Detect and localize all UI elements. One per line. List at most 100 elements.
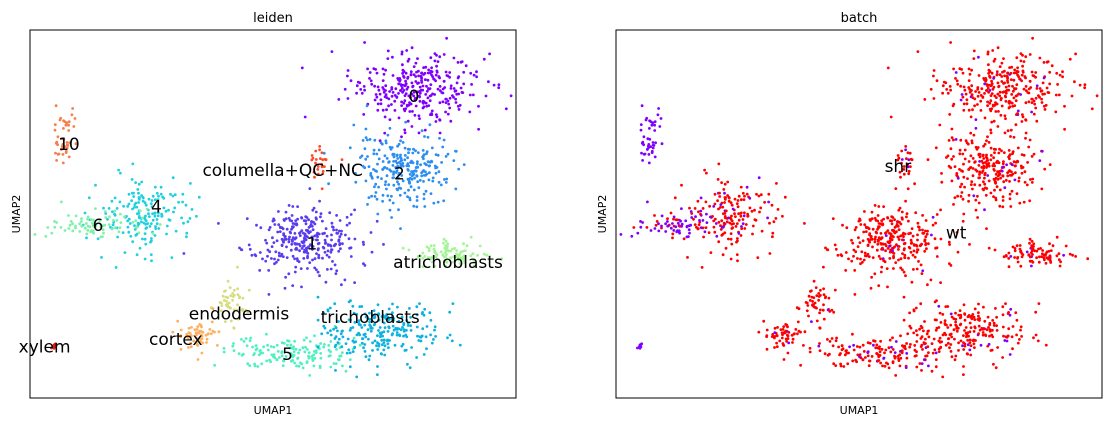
- leiden-point: [201, 341, 205, 345]
- batch-point-wt: [1055, 235, 1059, 239]
- batch-point-wt: [989, 146, 993, 150]
- leiden-point: [179, 347, 183, 351]
- batch-point-shr: [1005, 339, 1009, 343]
- batch-point-shr: [705, 212, 708, 216]
- batch-point-wt: [869, 286, 873, 290]
- leiden-point: [435, 64, 438, 68]
- leiden-point: [385, 167, 389, 170]
- leiden-point: [297, 351, 300, 355]
- leiden-point: [333, 263, 337, 267]
- leiden-point: [454, 97, 457, 101]
- leiden-point: [355, 91, 358, 95]
- batch-point-wt: [946, 326, 950, 329]
- leiden-point: [418, 95, 421, 99]
- batch-point-wt: [986, 86, 990, 90]
- leiden-point: [422, 153, 426, 157]
- batch-point-wt: [851, 241, 855, 245]
- batch-point-wt: [729, 237, 733, 241]
- leiden-point: [399, 227, 402, 231]
- leiden-point: [455, 81, 459, 85]
- batch-point-wt: [1018, 77, 1021, 81]
- batch-point-wt: [729, 201, 733, 205]
- batch-point-wt: [786, 351, 790, 355]
- batch-point-wt: [921, 348, 924, 351]
- leiden-point: [320, 162, 323, 166]
- leiden-point: [366, 328, 370, 332]
- batch-point-wt: [924, 229, 927, 233]
- leiden-point: [188, 217, 192, 220]
- batch-point-wt: [898, 220, 901, 224]
- batch-point-wt: [762, 319, 766, 323]
- batch-point-wt: [899, 356, 903, 360]
- leiden-point: [432, 244, 436, 247]
- leiden-point: [117, 168, 120, 172]
- batch-point-wt: [1010, 93, 1014, 96]
- batch-point-wt: [884, 244, 888, 248]
- leiden-point: [419, 339, 423, 343]
- batch-point-shr: [719, 203, 723, 207]
- leiden-point: [442, 79, 446, 83]
- leiden-point: [353, 321, 357, 324]
- leiden-point: [56, 152, 60, 156]
- leiden-point: [410, 170, 413, 174]
- leiden-point: [295, 223, 298, 227]
- batch-point-shr: [658, 125, 662, 128]
- batch-point-wt: [708, 204, 711, 208]
- batch-point-wt: [746, 212, 749, 216]
- batch-point-shr: [630, 234, 634, 238]
- leiden-point: [385, 187, 388, 191]
- batch-point-wt: [990, 120, 994, 124]
- batch-point-wt: [1031, 97, 1034, 101]
- batch-point-wt: [1038, 255, 1041, 259]
- batch-point-wt: [1032, 152, 1036, 156]
- leiden-point: [383, 166, 387, 169]
- leiden-point: [408, 366, 412, 370]
- leiden-point: [435, 69, 439, 73]
- batch-point-wt: [702, 235, 705, 239]
- leiden-point: [210, 332, 213, 336]
- batch-point-wt: [905, 212, 909, 216]
- batch-point-wt: [996, 170, 999, 174]
- batch-point-wt: [879, 339, 882, 343]
- leiden-point: [421, 101, 425, 104]
- leiden-point: [381, 193, 385, 197]
- leiden-point: [298, 231, 301, 235]
- batch-point-shr: [1030, 264, 1033, 268]
- batch-point-wt: [711, 215, 714, 218]
- leiden-point: [307, 245, 310, 249]
- batch-point-wt: [951, 104, 955, 108]
- leiden-point: [421, 265, 425, 269]
- batch-point-wt: [996, 46, 1000, 50]
- batch-point-wt: [693, 223, 697, 227]
- leiden-point: [167, 218, 171, 222]
- batch-point-wt: [988, 101, 992, 105]
- batch-point-wt: [939, 237, 943, 241]
- leiden-point: [326, 249, 330, 253]
- batch-point-wt: [1021, 69, 1025, 73]
- leiden-point: [267, 293, 271, 296]
- leiden-point: [413, 113, 417, 117]
- leiden-point: [329, 365, 333, 369]
- leiden-point: [455, 249, 458, 252]
- batch-point-wt: [671, 236, 674, 240]
- batch-point-wt: [839, 362, 842, 366]
- leiden-point: [290, 214, 294, 217]
- leiden-point: [316, 168, 320, 171]
- leiden-point: [392, 155, 396, 159]
- batch-point-wt: [729, 257, 733, 261]
- leiden-point: [432, 247, 436, 251]
- leiden-point: [358, 343, 362, 347]
- batch-point-wt: [1017, 176, 1021, 180]
- batch-point-wt: [1020, 335, 1023, 338]
- leiden-point: [326, 331, 330, 335]
- leiden-point: [409, 96, 412, 99]
- batch-point-wt: [935, 318, 938, 322]
- leiden-point: [328, 354, 332, 357]
- batch-point-wt: [962, 303, 966, 307]
- batch-point-wt: [1019, 328, 1022, 332]
- leiden-point: [416, 160, 419, 164]
- batch-point-wt: [985, 328, 989, 332]
- leiden-point: [430, 109, 434, 113]
- batch-point-wt: [739, 214, 743, 218]
- leiden-point: [392, 317, 395, 320]
